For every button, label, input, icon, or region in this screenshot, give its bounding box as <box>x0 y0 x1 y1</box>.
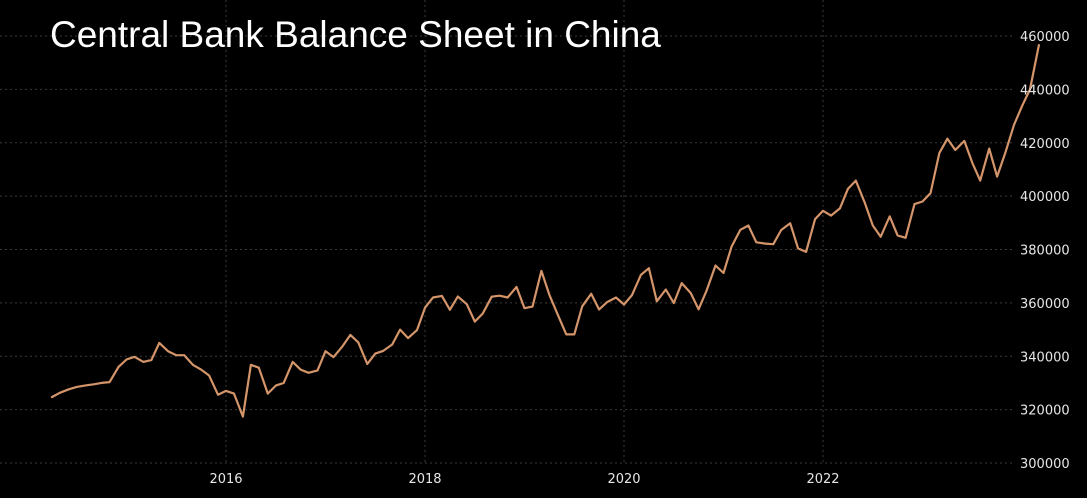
y-tick-label: 320000 <box>1020 404 1070 419</box>
y-tick-label: 360000 <box>1020 297 1070 312</box>
y-tick-label: 460000 <box>1020 30 1070 45</box>
series-group <box>50 43 1041 418</box>
y-tick-label: 440000 <box>1020 83 1070 98</box>
x-tick-label: 2022 <box>806 472 839 487</box>
y-tick-label: 300000 <box>1020 457 1070 472</box>
y-tick-label: 380000 <box>1020 244 1070 259</box>
x-tick-label: 2018 <box>408 472 441 487</box>
x-tick-label: 2016 <box>209 472 242 487</box>
x-axis: 2016 2018 2020 2022 <box>209 472 839 487</box>
series-line <box>50 43 1041 418</box>
x-tick-label: 2020 <box>607 472 640 487</box>
y-tick-label: 400000 <box>1020 190 1070 205</box>
y-tick-label: 340000 <box>1020 350 1070 365</box>
y-axis: 300000 320000 340000 360000 380000 400000 4200… <box>1020 30 1070 472</box>
y-tick-label: 420000 <box>1020 137 1070 152</box>
chart-title: Central Bank Balance Sheet in China <box>50 14 661 55</box>
grid <box>0 0 1015 464</box>
